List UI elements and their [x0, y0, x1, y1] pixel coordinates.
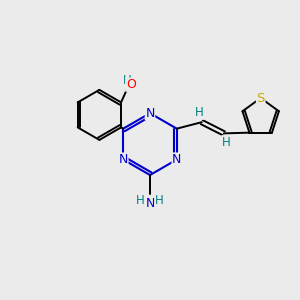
Text: N: N — [172, 153, 182, 166]
Text: S: S — [256, 92, 265, 104]
Text: H: H — [123, 74, 131, 87]
Text: H: H — [155, 194, 164, 207]
Text: O: O — [126, 78, 136, 91]
Text: N: N — [145, 107, 155, 120]
Text: H: H — [136, 194, 145, 207]
Text: N: N — [145, 196, 155, 209]
Text: N: N — [118, 153, 128, 166]
Text: H: H — [222, 136, 231, 149]
Text: H: H — [195, 106, 204, 119]
